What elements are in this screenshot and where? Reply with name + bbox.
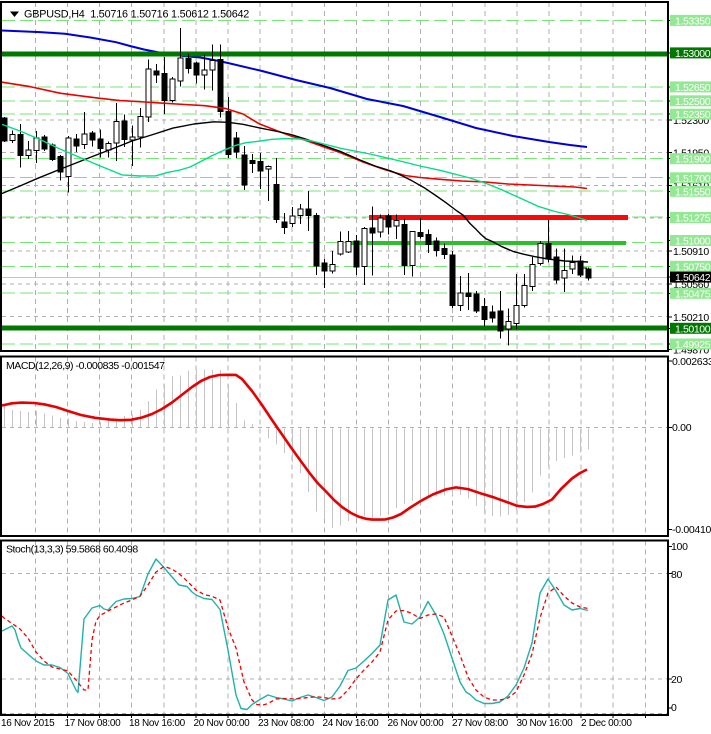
svg-text:1.51900: 1.51900 [675,154,711,166]
svg-text:1.50750: 1.50750 [675,261,711,273]
svg-text:26 Nov 00:00: 26 Nov 00:00 [388,718,445,729]
svg-text:0.00: 0.00 [672,422,692,434]
svg-text:1.52350: 1.52350 [675,109,711,121]
svg-text:1.52650: 1.52650 [675,82,711,94]
svg-text:100: 100 [671,541,688,553]
svg-text:1.51700: 1.51700 [675,173,711,185]
svg-text:24 Nov 16:00: 24 Nov 16:00 [323,718,380,729]
svg-text:1.50642: 1.50642 [675,272,711,284]
svg-text:0: 0 [671,702,677,714]
svg-text:0.002633: 0.002633 [672,356,711,368]
svg-text:1.53350: 1.53350 [675,15,711,27]
svg-text:MACD(12,26,9) -0.000835 -0.001: MACD(12,26,9) -0.000835 -0.001547 [6,360,165,372]
svg-text:1.50210: 1.50210 [673,312,709,324]
svg-text:GBPUSD,H4 1.50716 1.50716 1.5: GBPUSD,H4 1.50716 1.50716 1.50612 1.5064… [24,9,249,21]
svg-text:20: 20 [671,674,683,686]
svg-text:1.51275: 1.51275 [675,213,711,225]
svg-text:80: 80 [671,569,683,581]
svg-text:1.49925: 1.49925 [675,339,711,351]
svg-text:1.50910: 1.50910 [673,246,709,258]
svg-text:1.50100: 1.50100 [675,323,711,335]
svg-text:Stoch(13,3,3) 59.5868 60.4098: Stoch(13,3,3) 59.5868 60.4098 [6,544,138,556]
svg-text:1.51550: 1.51550 [675,186,711,198]
svg-text:2 Dec 00:00: 2 Dec 00:00 [581,718,632,729]
svg-text:27 Nov 08:00: 27 Nov 08:00 [452,718,509,729]
svg-text:1.51000: 1.51000 [675,236,711,248]
svg-text:17 Nov 08:00: 17 Nov 08:00 [65,718,122,729]
svg-text:1.52500: 1.52500 [675,96,711,108]
svg-text:1.53000: 1.53000 [675,48,711,60]
svg-text:30 Nov 16:00: 30 Nov 16:00 [517,718,574,729]
svg-text:20 Nov 00:00: 20 Nov 00:00 [194,718,251,729]
svg-text:1.50475: 1.50475 [675,288,711,300]
svg-text:18 Nov 16:00: 18 Nov 16:00 [129,718,186,729]
svg-text:16 Nov 2015: 16 Nov 2015 [1,718,55,729]
svg-text:23 Nov 08:00: 23 Nov 08:00 [258,718,315,729]
